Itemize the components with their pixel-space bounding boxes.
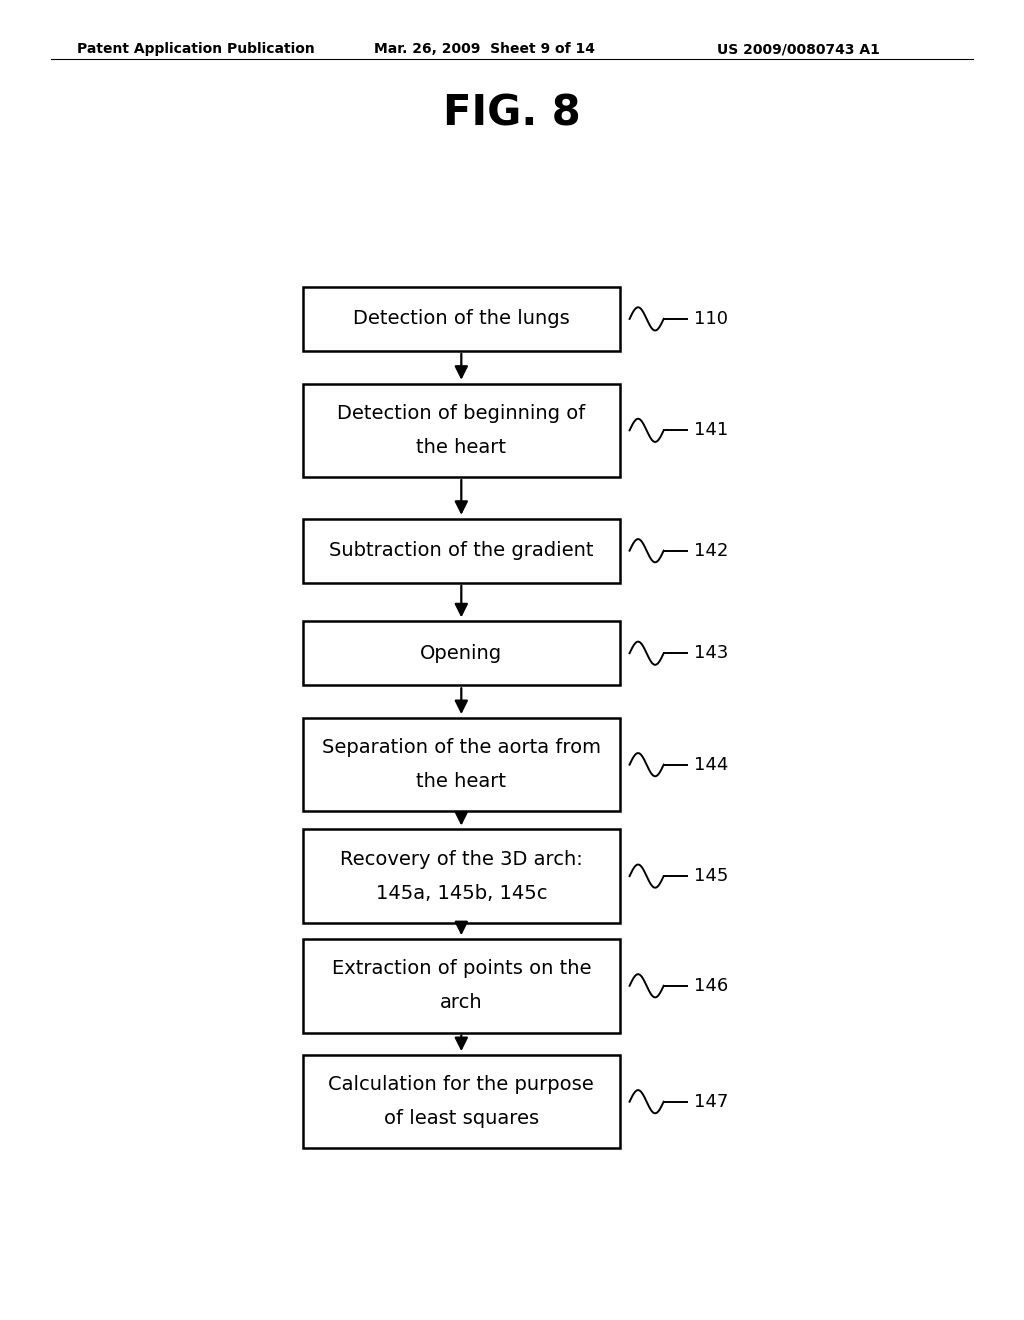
Text: 110: 110 xyxy=(694,310,728,327)
Text: 142: 142 xyxy=(694,541,728,560)
Bar xyxy=(303,1055,621,1148)
Text: US 2009/0080743 A1: US 2009/0080743 A1 xyxy=(717,42,880,57)
Text: Extraction of points on the: Extraction of points on the xyxy=(332,960,591,978)
Text: Detection of beginning of: Detection of beginning of xyxy=(337,404,586,422)
Text: the heart: the heart xyxy=(417,772,506,791)
Bar xyxy=(303,286,621,351)
Text: 143: 143 xyxy=(694,644,728,663)
Text: 141: 141 xyxy=(694,421,728,440)
Bar xyxy=(303,519,621,583)
Text: 146: 146 xyxy=(694,977,728,995)
Bar xyxy=(303,622,621,685)
Text: Calculation for the purpose: Calculation for the purpose xyxy=(329,1076,594,1094)
Text: Separation of the aorta from: Separation of the aorta from xyxy=(322,738,601,758)
Text: Subtraction of the gradient: Subtraction of the gradient xyxy=(329,541,594,560)
Text: Recovery of the 3D arch:: Recovery of the 3D arch: xyxy=(340,850,583,869)
Text: Mar. 26, 2009  Sheet 9 of 14: Mar. 26, 2009 Sheet 9 of 14 xyxy=(374,42,595,57)
Text: of least squares: of least squares xyxy=(384,1109,539,1129)
Text: arch: arch xyxy=(440,993,482,1012)
Bar xyxy=(303,384,621,477)
Bar xyxy=(303,718,621,812)
Text: Detection of the lungs: Detection of the lungs xyxy=(353,309,569,329)
Text: 144: 144 xyxy=(694,755,728,774)
Bar xyxy=(303,829,621,923)
Text: 145a, 145b, 145c: 145a, 145b, 145c xyxy=(376,883,547,903)
Text: FIG. 8: FIG. 8 xyxy=(443,92,581,135)
Bar xyxy=(303,939,621,1032)
Text: 147: 147 xyxy=(694,1093,728,1110)
Text: Opening: Opening xyxy=(420,644,503,663)
Text: the heart: the heart xyxy=(417,438,506,457)
Text: 145: 145 xyxy=(694,867,728,886)
Text: Patent Application Publication: Patent Application Publication xyxy=(77,42,314,57)
